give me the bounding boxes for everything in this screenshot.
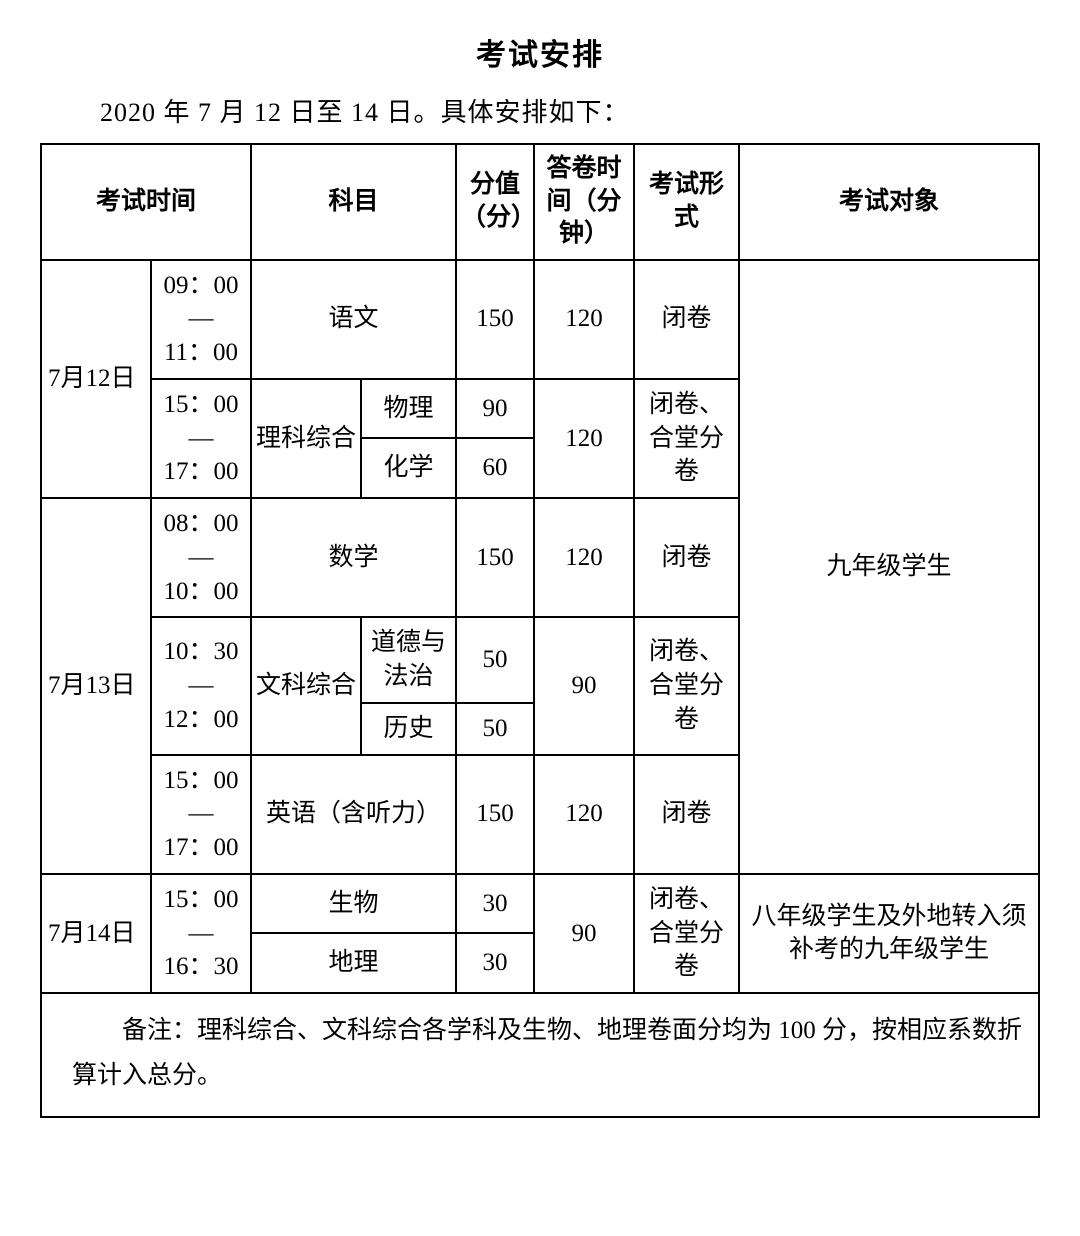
date-cell: 7月13日 (41, 498, 151, 874)
header-subject: 科目 (251, 144, 456, 260)
subject-group-cell: 文科综合 (251, 617, 361, 754)
form-cell: 闭卷 (634, 755, 739, 874)
score-cell: 150 (456, 755, 534, 874)
note-row: 备注：理科综合、文科综合各学科及生物、地理卷面分均为 100 分，按相应系数折算… (41, 993, 1039, 1117)
score-cell: 150 (456, 260, 534, 379)
score-cell: 50 (456, 617, 534, 703)
header-exam-time: 考试时间 (41, 144, 251, 260)
duration-cell: 90 (534, 874, 634, 993)
form-cell: 闭卷 (634, 498, 739, 617)
note-cell: 备注：理科综合、文科综合各学科及生物、地理卷面分均为 100 分，按相应系数折算… (41, 993, 1039, 1117)
subject-cell: 生物 (251, 874, 456, 934)
time-cell: 15：00—17：00 (151, 755, 251, 874)
target-cell: 九年级学生 (739, 260, 1039, 874)
page-subtitle: 2020 年 7 月 12 日至 14 日。具体安排如下： (100, 92, 1040, 129)
duration-cell: 120 (534, 379, 634, 498)
table-header-row: 考试时间 科目 分值（分） 答卷时间（分钟） 考试形式 考试对象 (41, 144, 1039, 260)
time-cell: 15：00—16：30 (151, 874, 251, 993)
page-title: 考试安排 (40, 30, 1040, 74)
duration-cell: 120 (534, 260, 634, 379)
time-cell: 10：30—12：00 (151, 617, 251, 754)
score-cell: 30 (456, 874, 534, 934)
form-cell: 闭卷、合堂分卷 (634, 617, 739, 754)
subject-cell: 物理 (361, 379, 456, 439)
subject-group-cell: 理科综合 (251, 379, 361, 498)
subject-cell: 化学 (361, 438, 456, 498)
header-score: 分值（分） (456, 144, 534, 260)
subject-cell: 历史 (361, 703, 456, 755)
duration-cell: 120 (534, 498, 634, 617)
score-cell: 60 (456, 438, 534, 498)
header-target: 考试对象 (739, 144, 1039, 260)
duration-cell: 90 (534, 617, 634, 754)
subject-cell: 地理 (251, 933, 456, 993)
date-cell: 7月12日 (41, 260, 151, 499)
duration-cell: 120 (534, 755, 634, 874)
form-cell: 闭卷、合堂分卷 (634, 379, 739, 498)
score-cell: 90 (456, 379, 534, 439)
form-cell: 闭卷、合堂分卷 (634, 874, 739, 993)
subject-cell: 数学 (251, 498, 456, 617)
table-row: 7月12日 09：00—11：00 语文 150 120 闭卷 九年级学生 (41, 260, 1039, 379)
target-cell: 八年级学生及外地转入须补考的九年级学生 (739, 874, 1039, 993)
date-cell: 7月14日 (41, 874, 151, 993)
form-cell: 闭卷 (634, 260, 739, 379)
subject-cell: 英语（含听力） (251, 755, 456, 874)
header-form: 考试形式 (634, 144, 739, 260)
subject-cell: 语文 (251, 260, 456, 379)
score-cell: 30 (456, 933, 534, 993)
time-cell: 15：00—17：00 (151, 379, 251, 498)
subject-cell: 道德与法治 (361, 617, 456, 703)
time-cell: 09：00—11：00 (151, 260, 251, 379)
table-row: 7月14日 15：00—16：30 生物 30 90 闭卷、合堂分卷 八年级学生… (41, 874, 1039, 934)
exam-schedule-table: 考试时间 科目 分值（分） 答卷时间（分钟） 考试形式 考试对象 7月12日 0… (40, 143, 1040, 1118)
score-cell: 50 (456, 703, 534, 755)
header-duration: 答卷时间（分钟） (534, 144, 634, 260)
time-cell: 08：00—10：00 (151, 498, 251, 617)
score-cell: 150 (456, 498, 534, 617)
